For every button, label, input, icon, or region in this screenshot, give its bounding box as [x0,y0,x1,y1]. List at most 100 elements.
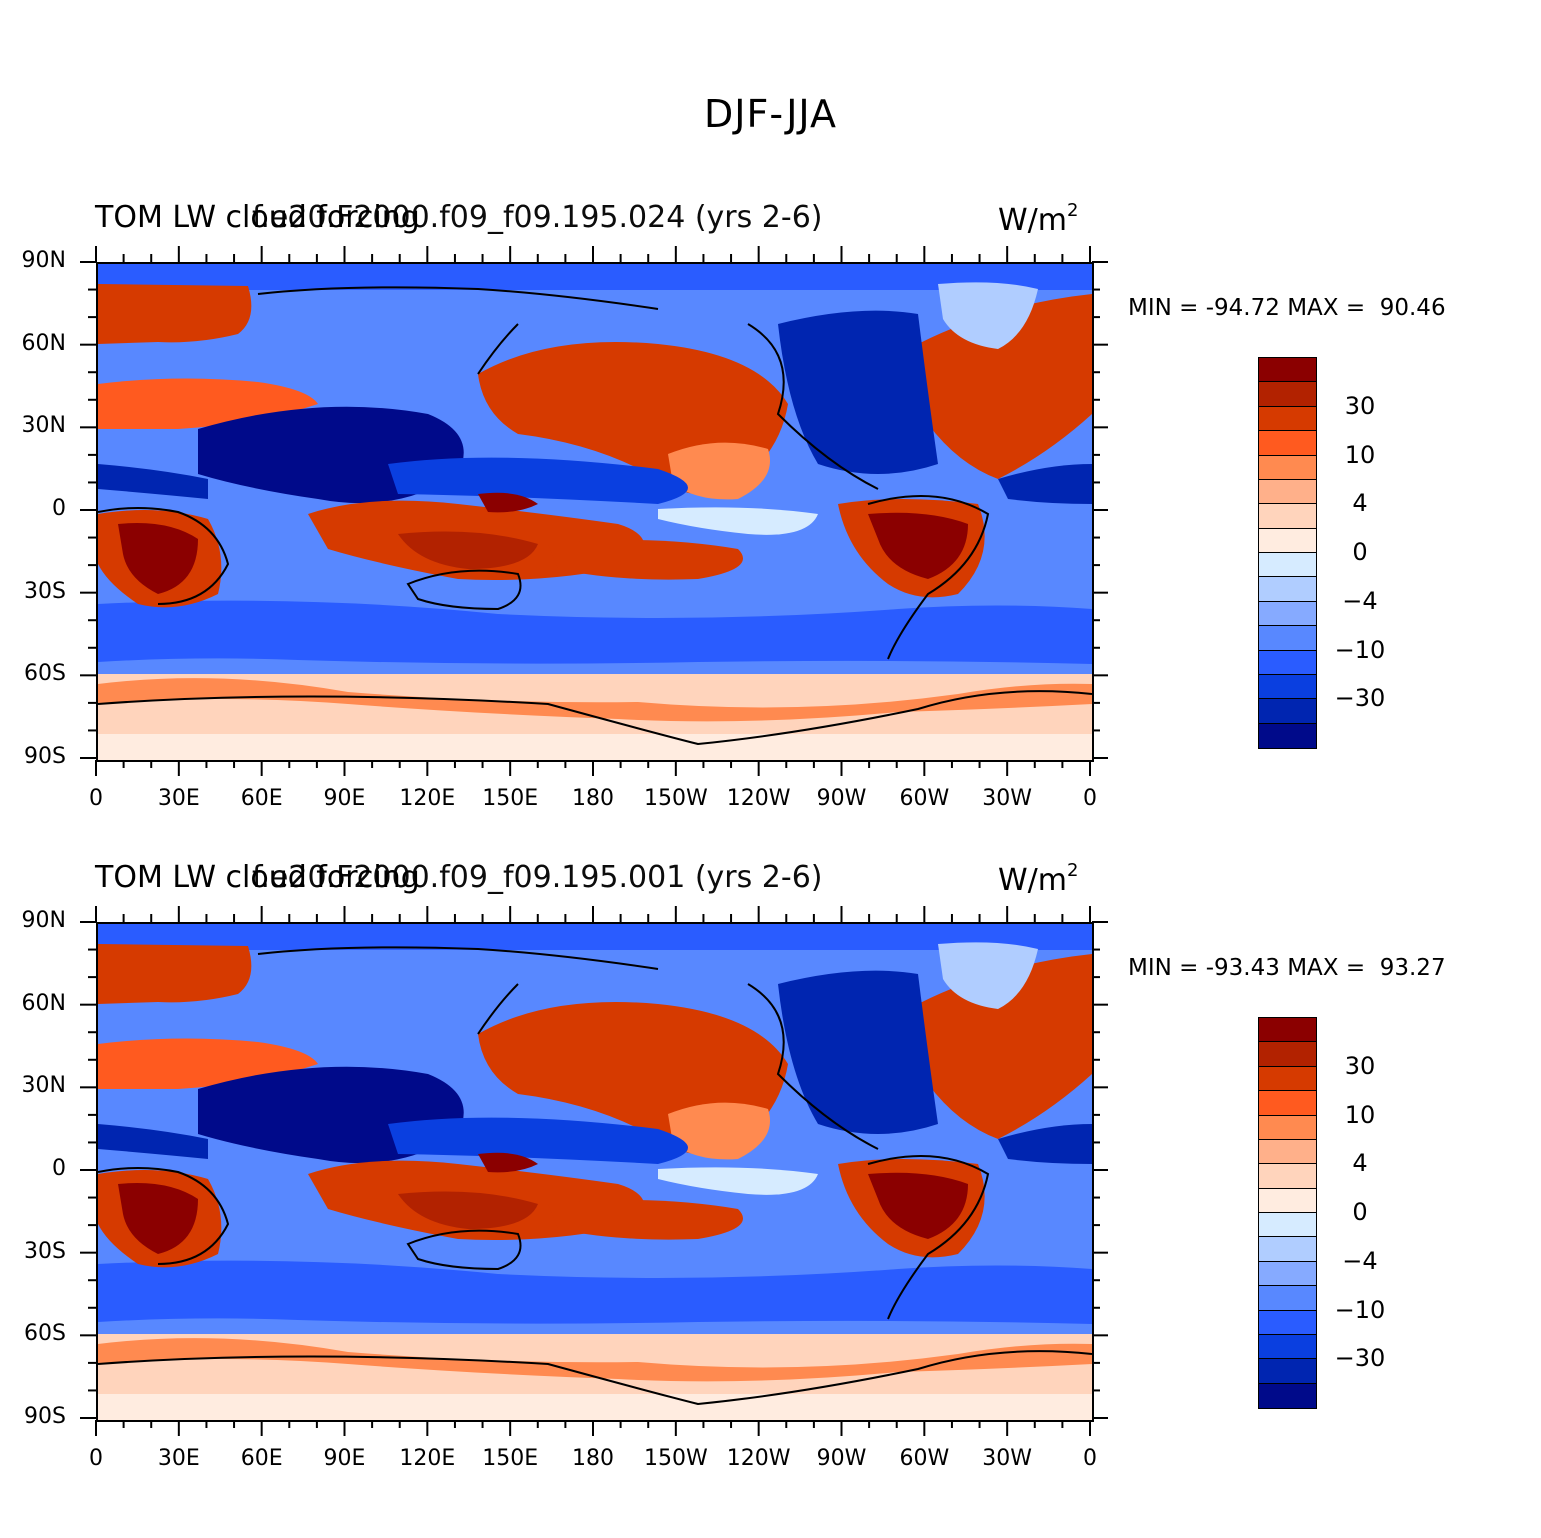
units-exponent: 2 [1067,200,1079,221]
amazon-core [868,1172,968,1239]
y-label-60n: 60N [21,330,66,356]
australia-core [398,531,538,569]
colorbar-segment [1259,626,1316,651]
colorbar-label-neg30: −30 [1334,1344,1386,1373]
africa-north-blue [98,1124,208,1159]
x-label-150w: 150W [643,1446,708,1471]
map-panel-2: TOM LW cloud forcing f.e20.F2000.f09_f09… [0,850,1541,1510]
greenland-light [938,942,1038,1009]
spcz-warm [548,540,743,580]
coastline-africa [98,1167,230,1265]
colorbar-segment [1259,431,1316,456]
southern-ocean-band [98,600,1092,664]
x-label-60w: 60W [899,1446,950,1471]
coastline-south-america [867,495,990,660]
africa-core [118,523,198,594]
atlantic-itcz-blue [998,1124,1092,1164]
pacific-itcz-blue [388,1117,688,1164]
y-label-eq: 0 [52,496,66,521]
coastline-north-america [747,323,879,490]
colorbar-segment [1259,406,1316,432]
colorbar-segment [1259,1359,1316,1384]
atlantic-itcz-blue [998,464,1092,504]
coastline-eurasia [257,946,659,1035]
coastline-australia [406,569,522,611]
colorbar-segment [1259,528,1316,553]
antarctic-interior [98,734,1092,760]
coastline-south-america [867,1155,990,1320]
colorbar-label-10: 10 [1344,440,1376,469]
colorbar-segment [1259,358,1316,383]
colorbar-label-neg10: −10 [1334,1295,1386,1324]
colorbar-segment [1259,1261,1316,1287]
colorbar-segment [1259,1310,1316,1335]
colorbar-segment [1259,1188,1316,1213]
colorbar-label-0: 0 [1352,538,1368,566]
min-value: MIN = -94.72 [1128,295,1280,321]
colorbar-segment [1259,1383,1316,1408]
colorbar [1258,1017,1317,1409]
colorbar-segment [1259,1164,1316,1189]
coastline-antarctica [98,1350,1092,1406]
colorbar-label-neg30: −30 [1334,684,1386,713]
east-pacific-warm [668,1102,770,1160]
coastline-eurasia [257,286,659,375]
x-label-180: 180 [572,1446,614,1471]
x-label-90w: 90W [816,1446,867,1471]
panel-units: W/m2 [998,200,1078,238]
colorbar-segment [1259,1334,1316,1360]
x-label-30w: 30W [982,786,1033,811]
colorbar-segment [1259,699,1316,724]
southern-ocean-band [98,1260,1092,1324]
filled-contour-map [98,264,1092,760]
africa-north-blue [98,464,208,499]
east-pacific-warm [668,442,770,500]
y-label-90s: 90S [24,1404,66,1429]
units-exponent: 2 [1067,860,1079,881]
colorbar-segment [1259,1042,1316,1067]
colorbar-label-30: 30 [1344,391,1376,420]
figure-title: DJF-JJA [704,92,837,136]
europe-warm [98,284,252,344]
y-label-30n: 30N [21,413,66,439]
colorbar-label-neg4: −4 [1342,586,1378,615]
y-label-90n: 90N [21,908,66,933]
x-label-120w: 120W [726,786,791,811]
warm-pool-core [478,492,538,513]
equatorial-light [658,507,818,535]
amazon-core [868,512,968,579]
colorbar-segment [1259,1091,1316,1116]
x-label-120e: 120E [399,1446,456,1471]
x-label-180: 180 [572,786,614,811]
coastline-africa [98,507,230,605]
colorbar-segment [1259,601,1316,627]
x-label-120w: 120W [726,1446,791,1471]
panel-title-center: f.e20.F2000.f09_f09.195.001 (yrs 2-6) [252,860,823,895]
spcz-warm [548,1200,743,1240]
y-label-eq: 0 [52,1156,66,1181]
colorbar-label-30: 30 [1344,1051,1376,1080]
africa-core [118,1183,198,1254]
max-value: MAX = 90.46 [1287,295,1446,321]
y-label-60s: 60S [24,1321,66,1347]
colorbar-segment [1259,577,1316,602]
axis-ticks [80,246,1108,776]
antarctic-warm-ring [98,1338,1092,1382]
panel-title-center: f.e20.F2000.f09_f09.195.024 (yrs 2-6) [252,200,823,235]
colorbar-segment [1259,674,1316,700]
y-label-30s: 30S [24,578,66,604]
x-label-150e: 150E [482,1446,539,1471]
greenland-light [938,282,1038,349]
colorbar-segment [1259,382,1316,407]
x-label-60e: 60E [240,786,283,811]
colorbar-segment [1259,650,1316,675]
warm-pool-core [478,1152,538,1173]
colorbar-segment [1259,1066,1316,1092]
pacific-itcz-blue [388,457,688,504]
x-label-30w: 30W [982,1446,1033,1471]
colorbar-segment [1259,1018,1316,1043]
x-label-90w: 90W [816,786,867,811]
axis-ticks [80,906,1108,1436]
coastline-antarctica [98,690,1092,746]
x-label-30e: 30E [157,786,200,811]
